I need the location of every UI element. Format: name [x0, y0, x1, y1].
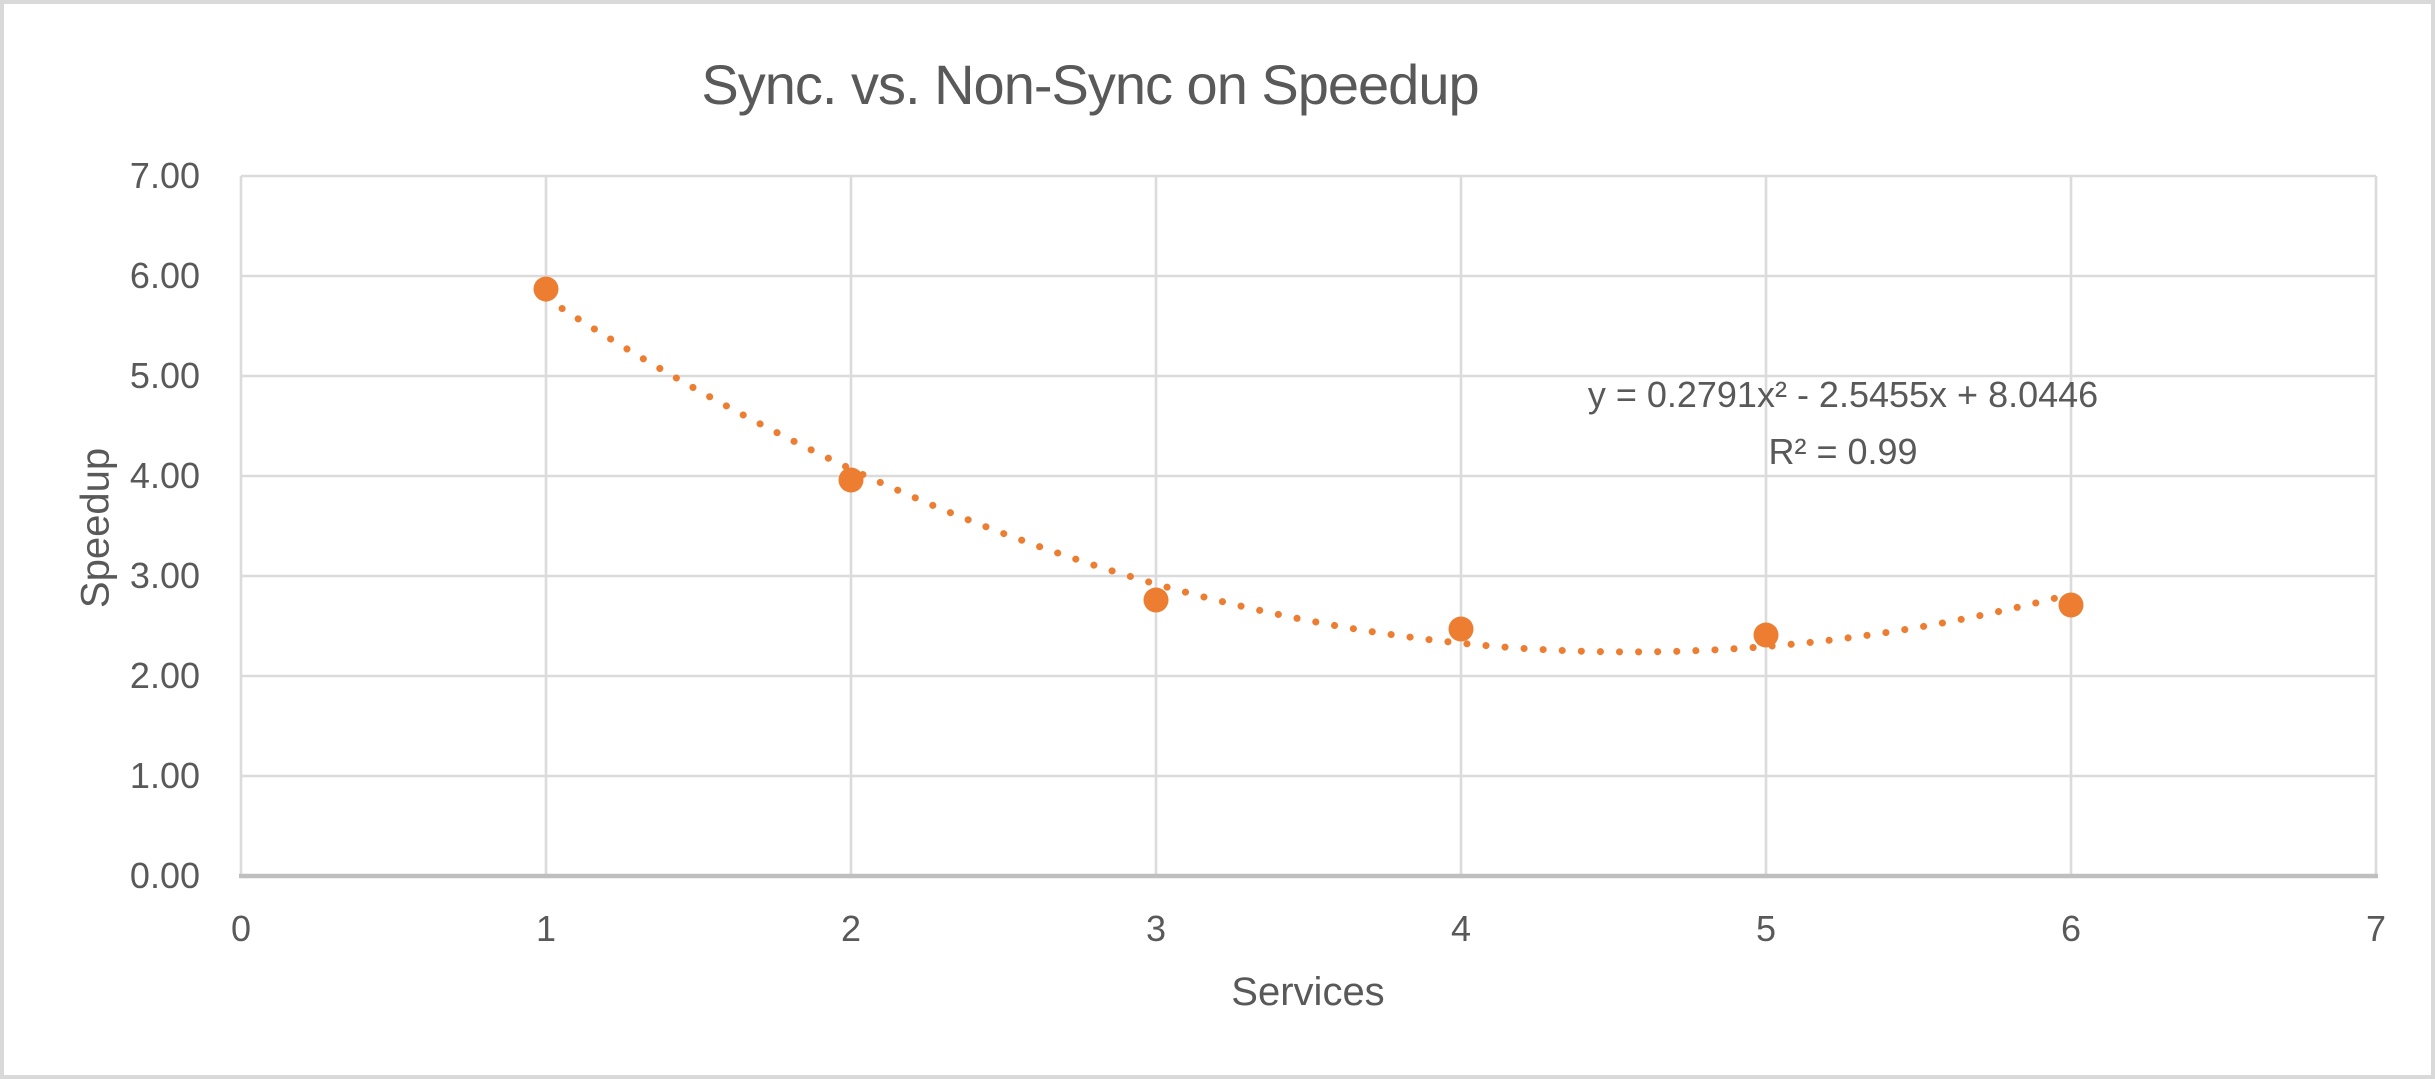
x-axis-title: Services: [1231, 970, 1385, 1014]
y-axis-title: Speedup: [73, 447, 118, 609]
y-tick-label: 3.00: [129, 555, 200, 596]
data-point: [1143, 587, 1169, 613]
x-tick-label: 4: [1450, 908, 1472, 949]
y-tick-label: 0.00: [129, 855, 200, 896]
y-tick-label: 2.00: [129, 655, 200, 696]
x-tick-label: 7: [2365, 908, 2387, 949]
data-point: [533, 276, 559, 302]
trendline-annotation: y = 0.2791x² - 2.5455x + 8.0446 R² = 0.9…: [1588, 366, 2098, 480]
y-tick-label: 6.00: [129, 255, 200, 296]
x-tick-label: 6: [2060, 908, 2082, 949]
plot-area: [239, 174, 2378, 879]
y-tick-label: 1.00: [129, 755, 200, 796]
y-tick-label: 4.00: [129, 455, 200, 496]
data-point: [1448, 616, 1474, 642]
data-point: [838, 467, 864, 493]
data-point: [2058, 592, 2084, 618]
y-tick-label: 7.00: [129, 155, 200, 196]
x-tick-label: 1: [535, 908, 557, 949]
x-tick-label: 2: [840, 908, 862, 949]
x-tick-label: 5: [1755, 908, 1777, 949]
chart-title: Sync. vs. Non-Sync on Speedup: [701, 53, 1479, 116]
trendline-r-squared: R² = 0.99: [1768, 431, 1918, 472]
x-tick-label: 0: [230, 908, 252, 949]
x-tick-label: 3: [1145, 908, 1167, 949]
y-tick-label: 5.00: [129, 355, 200, 396]
trendline-equation: y = 0.2791x² - 2.5455x + 8.0446: [1587, 374, 2099, 415]
data-point: [1753, 622, 1779, 648]
